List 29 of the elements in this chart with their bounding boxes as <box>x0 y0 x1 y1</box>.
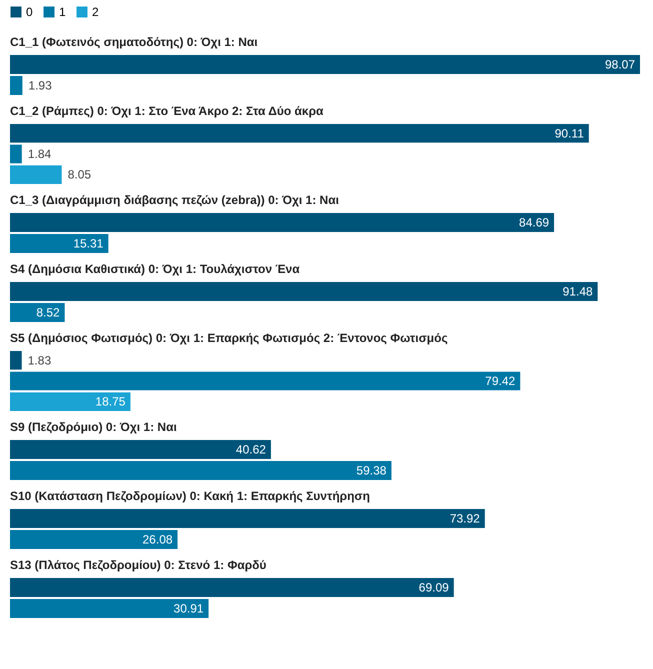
data-label: 59.38 <box>356 464 387 478</box>
y-tick-label: S9 (Πεζοδρόμιο) 0: Όχι 1: Ναι <box>10 420 177 434</box>
y-tick-label: S5 (Δημόσιος Φωτισμός) 0: Όχι 1: Επαρκής Φωτισμός 2: Έντονος Φωτισμός <box>10 331 448 345</box>
data-label: 79.42 <box>485 374 516 388</box>
data-label: 15.31 <box>73 236 104 251</box>
data-label: 26.08 <box>142 532 173 547</box>
y-tick-label: S13 (Πλάτος Πεζοδρομίου) 0: Στενό 1: Φαρδύ <box>10 558 266 572</box>
data-label: 91.48 <box>562 284 593 298</box>
y-tick-label: S10 (Κατάσταση Πεζοδρομίων) 0: Κακή 1: Επαρκής Συντήρηση <box>10 489 370 503</box>
data-label: 8.05 <box>68 168 92 182</box>
y-tick-label: C1_1 (Φωτεινός σηματοδότης) 0: Όχι 1: Ναι <box>10 35 258 49</box>
data-label: 73.92 <box>450 511 480 526</box>
data-label: 90.11 <box>554 126 584 140</box>
data-label: 1.84 <box>28 147 52 161</box>
data-label: 18.75 <box>95 394 126 409</box>
data-label: 40.62 <box>236 442 266 456</box>
data-label: 69.09 <box>418 580 450 594</box>
y-tick-label: C1_2 (Ράμπες) 0: Όχι 1: Στο Ένα Άκρο 2: Στα Δύο άκρα <box>10 104 324 118</box>
data-label: 84.69 <box>519 215 550 230</box>
legend-label: 0 <box>26 5 33 19</box>
data-label: 98.07 <box>604 57 636 72</box>
data-label: 8.52 <box>36 306 60 320</box>
data-label: 1.83 <box>28 353 52 368</box>
y-tick-label: S4 (Δημόσια Καθιστικά) 0: Όχι 1: Τουλάχιστον Ένα <box>10 262 300 276</box>
y-tick-label: C1_3 (Διαγράμμιση διάβασης πεζών (zebra)) 0: Όχι 1: Ναι <box>10 193 339 207</box>
legend-label: 2 <box>92 5 99 19</box>
data-label: 30.91 <box>174 602 204 616</box>
data-label: 1.93 <box>28 78 52 93</box>
legend-label: 1 <box>59 5 66 19</box>
